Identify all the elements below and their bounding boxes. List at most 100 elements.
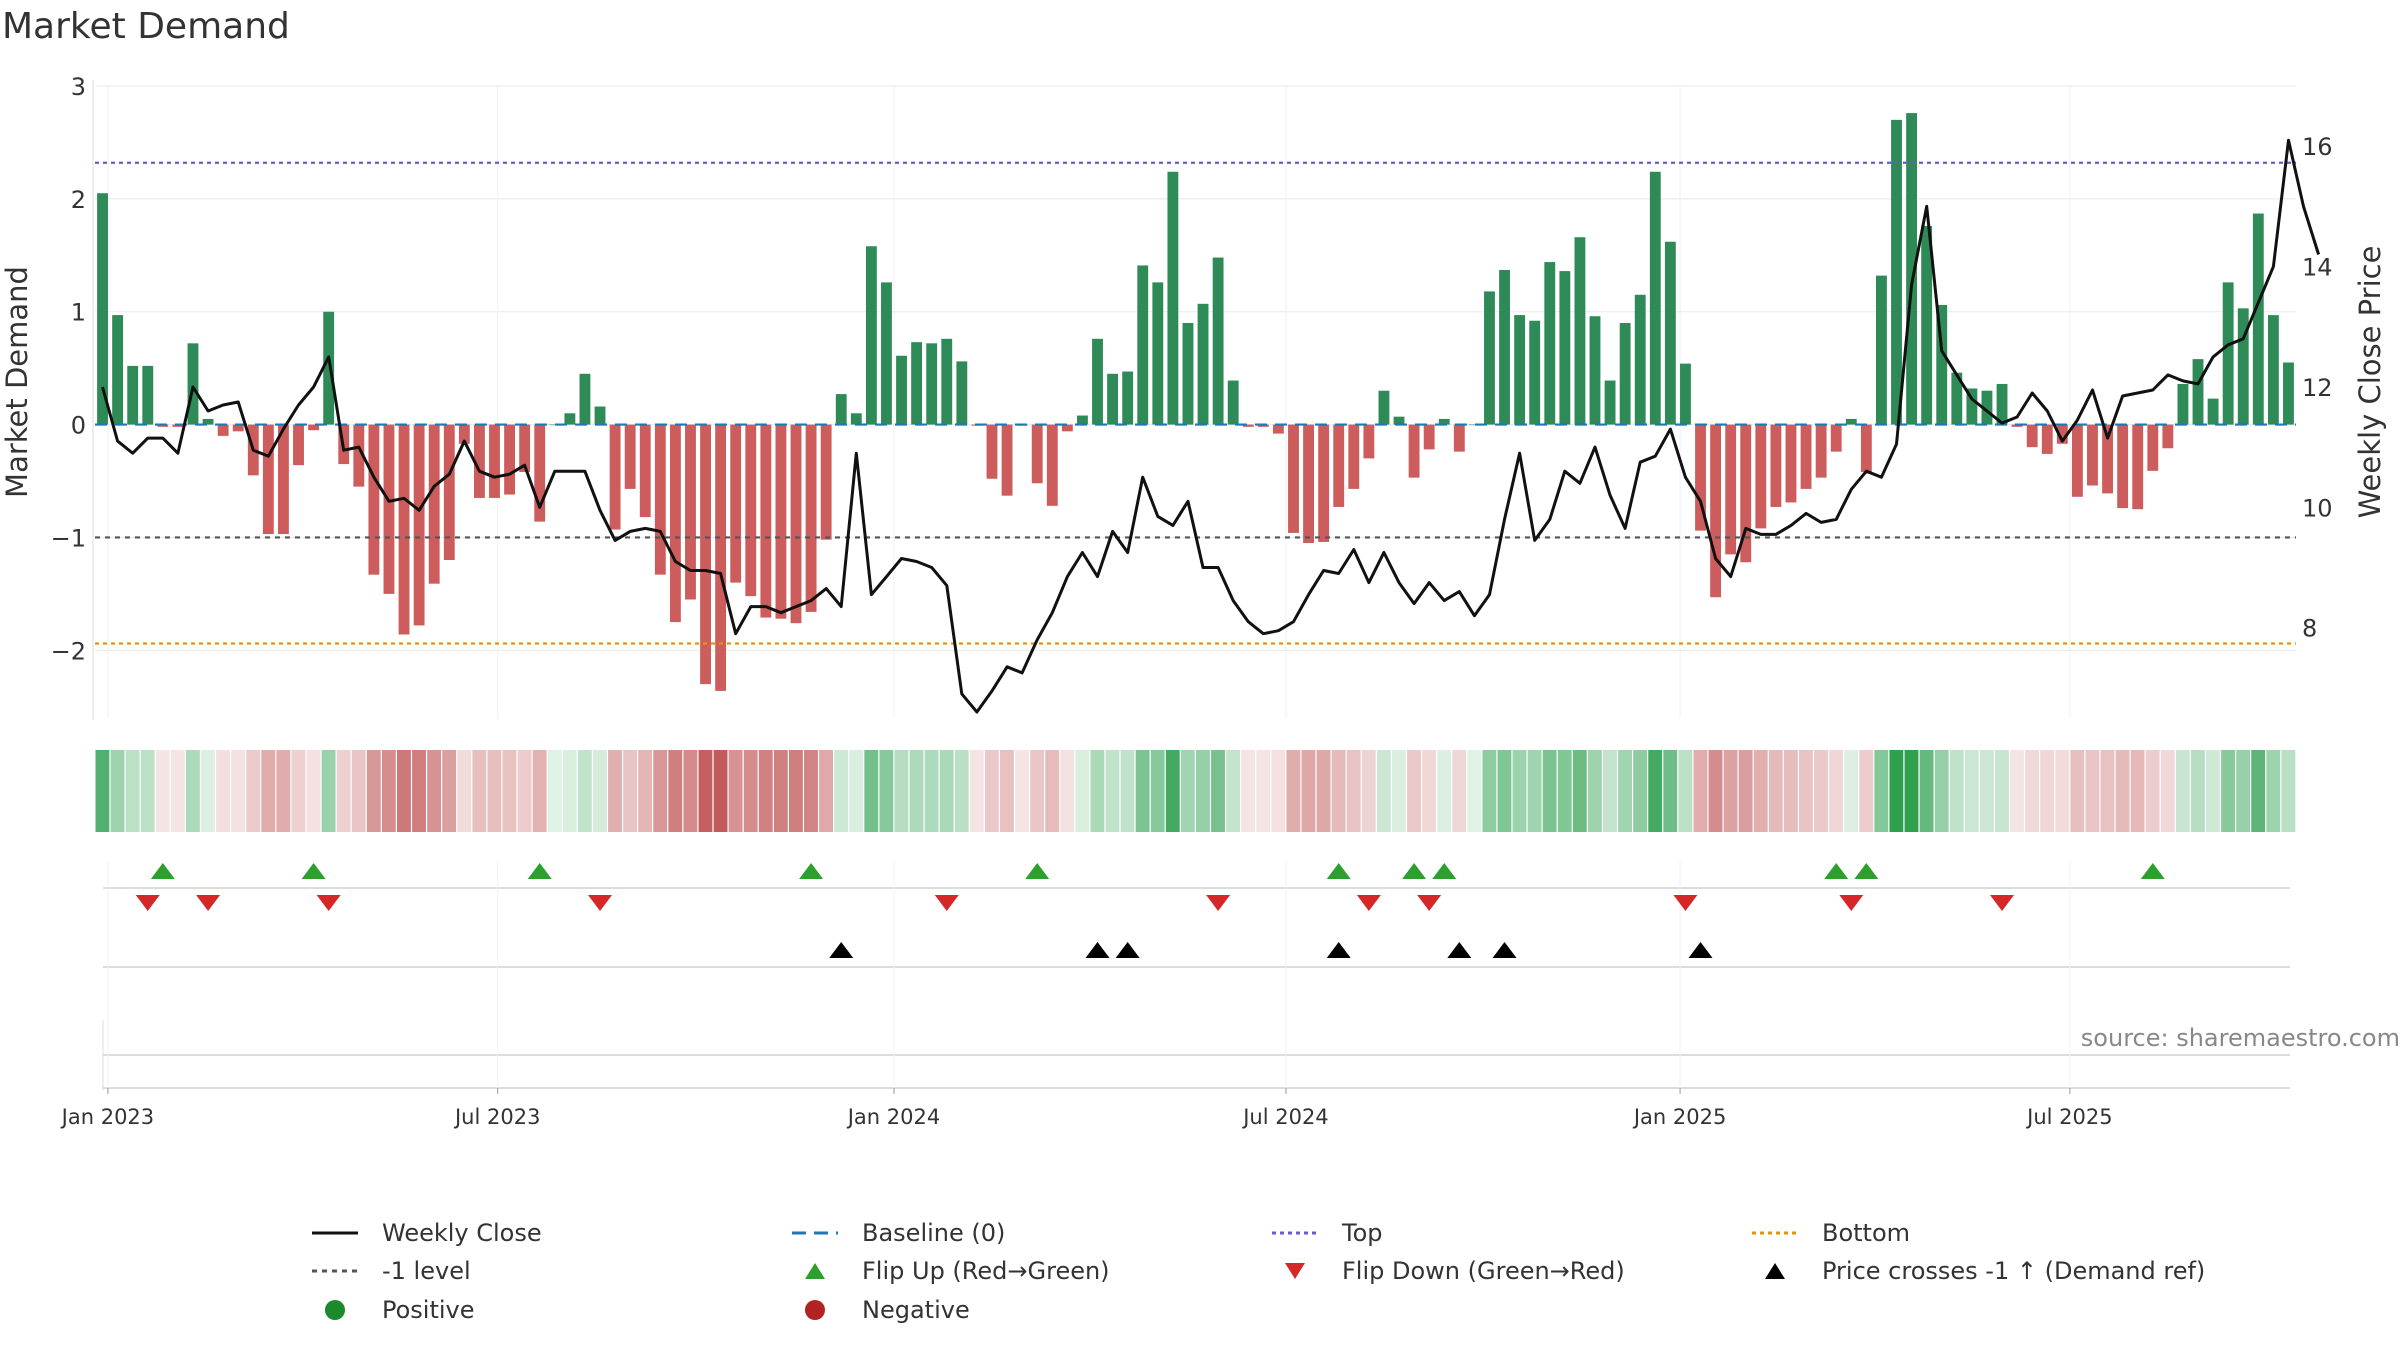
demand-bar: [1212, 257, 1224, 425]
heat-cell: [1090, 750, 1105, 832]
heat-cell: [1331, 750, 1346, 832]
heat-cell: [1256, 750, 1271, 832]
heat-cell: [577, 750, 592, 832]
heat-cell: [804, 750, 818, 832]
y2-tick-label: 10: [2302, 494, 2333, 522]
demand-bar: [700, 424, 711, 685]
heat-cell: [532, 750, 547, 832]
demand-bar: [1182, 323, 1194, 425]
demand-bar: [2147, 424, 2159, 471]
legend-symbol-minus-one: [312, 1269, 358, 1273]
legend-item-bottom: Bottom: [1740, 1216, 1910, 1250]
heat-cell: [1075, 750, 1090, 832]
demand-bar: [202, 418, 214, 425]
demand-bar: [1921, 225, 1933, 425]
demand-bar: [1167, 171, 1179, 425]
heat-cell: [1557, 750, 1572, 832]
demand-bar: [1740, 424, 1752, 563]
heat-cell: [276, 750, 291, 832]
flip-up-marker: [1402, 863, 1427, 879]
heat-cell: [1482, 750, 1497, 832]
heat-cell: [1211, 750, 1225, 832]
heat-cell: [2085, 750, 2100, 832]
heat-cell: [2055, 750, 2070, 832]
y-tick-label: 2: [71, 186, 86, 214]
heat-cell: [457, 750, 472, 832]
demand-bar: [956, 361, 968, 425]
demand-bar: [911, 342, 923, 425]
heat-cell: [2070, 750, 2085, 832]
legend-item-negative: Negative: [780, 1293, 970, 1327]
demand-bar: [1996, 383, 2008, 425]
demand-bar: [308, 424, 320, 431]
demand-bar: [1860, 424, 1872, 472]
legend-item-positive: Positive: [300, 1293, 475, 1327]
demand-bar: [142, 365, 154, 425]
heat-cell: [1316, 750, 1331, 832]
heat-cell: [1753, 750, 1768, 832]
legend-label: Flip Up (Red→Green): [862, 1257, 1110, 1285]
heat-cell: [2040, 750, 2055, 832]
heat-cell: [1452, 750, 1467, 832]
flip-up-marker: [150, 863, 175, 879]
demand-bar: [1680, 363, 1691, 425]
legend-symbol-weekly-close: [312, 1231, 358, 1235]
demand-bar: [1122, 371, 1134, 425]
heat-cell: [879, 750, 894, 832]
demand-bar: [2162, 424, 2174, 449]
demand-bar: [458, 424, 470, 444]
heat-cell: [1663, 750, 1678, 832]
demand-bar: [865, 246, 877, 425]
demand-bar: [262, 424, 274, 535]
heat-cell: [698, 750, 713, 832]
demand-bar: [473, 424, 485, 498]
flip-down-marker: [588, 895, 613, 911]
heat-cell: [216, 750, 230, 832]
heat-cell: [2115, 750, 2130, 832]
demand-bar: [1589, 316, 1601, 425]
demand-bar: [1710, 424, 1722, 598]
heat-cell: [2251, 750, 2266, 832]
price-cross-marker: [829, 942, 854, 958]
demand-bar: [1077, 415, 1088, 425]
demand-bar: [1725, 424, 1737, 555]
heat-cell: [668, 750, 683, 832]
heat-cell: [1060, 750, 1075, 832]
demand-bar: [519, 424, 531, 472]
heat-cell: [2175, 750, 2190, 832]
flip-down-marker: [135, 895, 160, 911]
heat-cell: [849, 750, 864, 832]
demand-bar: [2237, 308, 2249, 425]
heat-cell: [1391, 750, 1406, 832]
heat-cell: [487, 750, 502, 832]
y-tick-label: 3: [71, 73, 86, 101]
legend-symbol-positive: [325, 1300, 345, 1320]
heat-cell: [592, 750, 607, 832]
heat-cell: [758, 750, 773, 832]
heat-cell: [1015, 750, 1029, 832]
demand-bar: [534, 424, 546, 522]
x-tick-label: Jul 2025: [2025, 1105, 2112, 1129]
demand-bar: [413, 424, 425, 626]
legend-label: Negative: [862, 1296, 970, 1324]
heat-cell: [864, 750, 879, 832]
heat-cell: [1799, 750, 1813, 832]
demand-bar: [112, 315, 124, 425]
demand-bar: [1936, 304, 1948, 425]
heat-cell: [924, 750, 939, 832]
y2-tick-label: 16: [2302, 133, 2333, 161]
demand-bar: [1363, 424, 1375, 459]
demand-bar: [941, 338, 953, 425]
heat-cell: [1889, 750, 1904, 832]
heat-cell: [562, 750, 577, 832]
demand-bar: [1514, 315, 1526, 425]
heat-cell: [2100, 750, 2115, 832]
heat-cell: [1497, 750, 1512, 832]
heat-cell: [110, 750, 125, 832]
demand-bar: [2117, 424, 2129, 509]
heat-cell: [1768, 750, 1783, 832]
heat-cell: [1165, 750, 1180, 832]
heat-cell: [1226, 750, 1241, 832]
heat-cell: [170, 750, 185, 832]
